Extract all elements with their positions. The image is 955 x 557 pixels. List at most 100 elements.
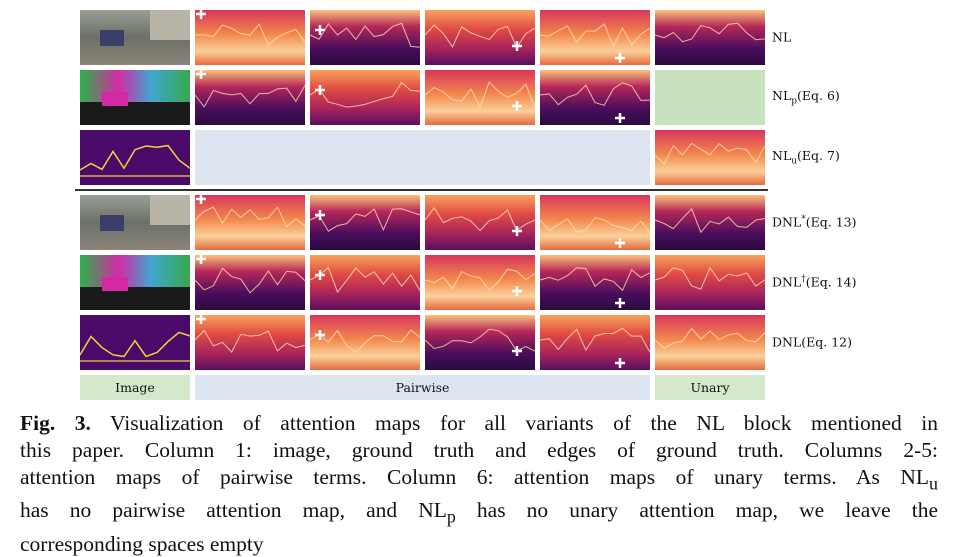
attention-map (655, 195, 765, 250)
attention-contour (194, 267, 306, 294)
query-marker (196, 69, 206, 79)
math-subscript: u (929, 473, 938, 494)
attention-map (655, 255, 765, 310)
attention-contour (539, 267, 651, 292)
attention-map (425, 255, 535, 310)
attention-contour (424, 268, 536, 291)
column-label: Image (115, 380, 155, 395)
photo-building (150, 10, 190, 40)
query-marker (315, 85, 325, 95)
segmentation-car (102, 277, 128, 291)
attention-map (310, 10, 420, 65)
caption-line: attention maps of pairwise terms. Column… (20, 464, 938, 497)
attention-map (655, 10, 765, 65)
query-marker (512, 226, 522, 236)
attention-map (425, 195, 535, 250)
label-text: (Eq. 7) (797, 147, 840, 163)
caption-line: Fig. 3. Visualization of attention maps … (20, 410, 938, 437)
attention-contour (424, 81, 536, 109)
attention-contour (309, 22, 421, 48)
attention-contour (539, 23, 651, 48)
row-label: DNL(Eq. 12) (772, 335, 852, 350)
caption-text: attention maps of pairwise terms. Column… (20, 465, 901, 489)
attention-map (195, 195, 305, 250)
label-text: DNL (772, 214, 802, 230)
column-label: Unary (690, 380, 730, 395)
attention-map (655, 130, 765, 185)
edge-lines (79, 331, 191, 358)
label-text: DNL (772, 274, 802, 290)
query-marker (615, 298, 625, 308)
query-marker (512, 41, 522, 51)
caption-text: corresponding spaces empty (20, 531, 264, 556)
attention-contour (654, 142, 766, 165)
math-subscript: p (446, 506, 456, 527)
caption-line: has no pairwise attention map, and NLp h… (20, 497, 938, 530)
attention-contour (194, 329, 306, 353)
caption-math: NLp (418, 498, 456, 526)
query-marker (196, 254, 206, 264)
attention-map (310, 195, 420, 250)
attention-map (540, 255, 650, 310)
math-text: NL (900, 465, 930, 489)
caption-math: NLu (900, 465, 938, 493)
label-text: DNL (772, 334, 802, 350)
row-label: DNL*(Eq. 13) (772, 214, 857, 229)
attention-contour (539, 217, 651, 234)
empty-cell (655, 70, 765, 125)
attention-map (425, 70, 535, 125)
attention-contour (194, 206, 306, 228)
query-marker (196, 194, 206, 204)
query-marker (315, 25, 325, 35)
label-superscript: * (801, 214, 806, 225)
attention-contour (309, 81, 421, 108)
segmentation-car (102, 92, 128, 106)
label-text: (Eq. 12) (801, 334, 852, 350)
query-marker (512, 286, 522, 296)
query-marker (512, 101, 522, 111)
photo-car (100, 30, 124, 46)
attention-map (425, 315, 535, 370)
label-superscript: † (801, 274, 806, 285)
caption-text: this paper. Column 1: image, ground trut… (20, 438, 938, 462)
attention-contour (654, 208, 766, 234)
attention-map (425, 10, 535, 65)
column-label: Pairwise (395, 380, 450, 395)
caption: Fig. 3. Visualization of attention maps … (20, 410, 938, 557)
query-marker (615, 358, 625, 368)
attention-map (195, 10, 305, 65)
row-label: DNL†(Eq. 14) (772, 274, 857, 289)
attention-map (540, 195, 650, 250)
query-marker (512, 346, 522, 356)
label-box (655, 375, 765, 400)
caption-line: corresponding spaces empty (20, 531, 938, 557)
label-text: NL (772, 87, 792, 103)
attention-map (540, 315, 650, 370)
attention-contour (654, 266, 766, 290)
attention-map (655, 315, 765, 370)
attention-map (195, 70, 305, 125)
row-label: NL (772, 30, 791, 45)
caption-text: has no pairwise attention map, and (20, 498, 419, 523)
edge-image (80, 130, 190, 185)
label-box (195, 375, 650, 400)
figure (75, 9, 768, 400)
caption-text: has no unary attention map, we leave the (455, 498, 938, 523)
attention-contour (309, 266, 421, 293)
label-subscript: p (791, 96, 798, 107)
caption-label: Fig. 3. (20, 411, 91, 435)
segmentation-road (80, 102, 190, 125)
query-marker (315, 330, 325, 340)
math-text: NL (418, 498, 447, 523)
attention-contour (654, 22, 766, 43)
attention-contour (309, 208, 421, 232)
attention-map (310, 255, 420, 310)
query-marker (315, 210, 325, 220)
label-text: NL (772, 29, 792, 45)
attention-contour (539, 82, 651, 106)
query-marker (196, 9, 206, 19)
label-box (80, 375, 190, 400)
attention-contour (309, 329, 421, 353)
label-text: (Eq. 14) (805, 274, 857, 290)
